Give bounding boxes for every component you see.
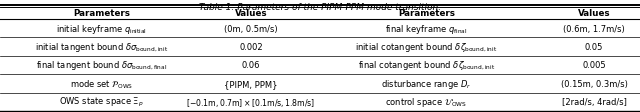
Text: initial tangent bound $\delta\sigma_{\rm bound,init}$: initial tangent bound $\delta\sigma_{\rm… bbox=[35, 41, 168, 54]
Text: {PIPM, PPM}: {PIPM, PPM} bbox=[224, 79, 278, 88]
Text: mode set ${\cal P}_{\rm OWS}$: mode set ${\cal P}_{\rm OWS}$ bbox=[70, 78, 134, 90]
Text: (0.15m, 0.3m/s): (0.15m, 0.3m/s) bbox=[561, 79, 628, 88]
Text: Values: Values bbox=[578, 9, 611, 18]
Text: Parameters: Parameters bbox=[398, 9, 455, 18]
Text: OWS state space $\Xi_p$: OWS state space $\Xi_p$ bbox=[60, 95, 144, 108]
Text: 0.005: 0.005 bbox=[582, 61, 606, 70]
Text: (0.6m, 1.7m/s): (0.6m, 1.7m/s) bbox=[563, 25, 625, 33]
Text: final cotangent bound $\delta\zeta_{\rm bound,init}$: final cotangent bound $\delta\zeta_{\rm … bbox=[358, 59, 495, 72]
Text: final tangent bound $\delta\sigma_{\rm bound,final}$: final tangent bound $\delta\sigma_{\rm b… bbox=[36, 59, 168, 72]
Text: Table 1: Parameters of the PIPM-PPM mode transition.: Table 1: Parameters of the PIPM-PPM mode… bbox=[199, 3, 441, 12]
Text: disturbance range $D_r$: disturbance range $D_r$ bbox=[381, 77, 472, 90]
Text: [2rad/s, 4rad/s]: [2rad/s, 4rad/s] bbox=[562, 97, 627, 106]
Text: 0.06: 0.06 bbox=[242, 61, 260, 70]
Text: (0m, 0.5m/s): (0m, 0.5m/s) bbox=[224, 25, 278, 33]
Text: initial keyframe $q_{\rm initial}$: initial keyframe $q_{\rm initial}$ bbox=[56, 23, 147, 35]
Text: Parameters: Parameters bbox=[74, 9, 131, 18]
Text: 0.05: 0.05 bbox=[585, 43, 604, 52]
Text: $[-0.1{\rm m}, 0.7{\rm m}]\times[0.1{\rm m/s}, 1.8{\rm m/s}]$: $[-0.1{\rm m}, 0.7{\rm m}]\times[0.1{\rm… bbox=[186, 96, 316, 108]
Text: final keyframe $q_{\rm final}$: final keyframe $q_{\rm final}$ bbox=[385, 23, 468, 35]
Text: initial cotangent bound $\delta\zeta_{\rm bound,init}$: initial cotangent bound $\delta\zeta_{\r… bbox=[355, 41, 497, 54]
Text: Values: Values bbox=[235, 9, 268, 18]
Text: control space ${\cal U}_{\rm OWS}$: control space ${\cal U}_{\rm OWS}$ bbox=[385, 95, 467, 108]
Text: 0.002: 0.002 bbox=[239, 43, 263, 52]
